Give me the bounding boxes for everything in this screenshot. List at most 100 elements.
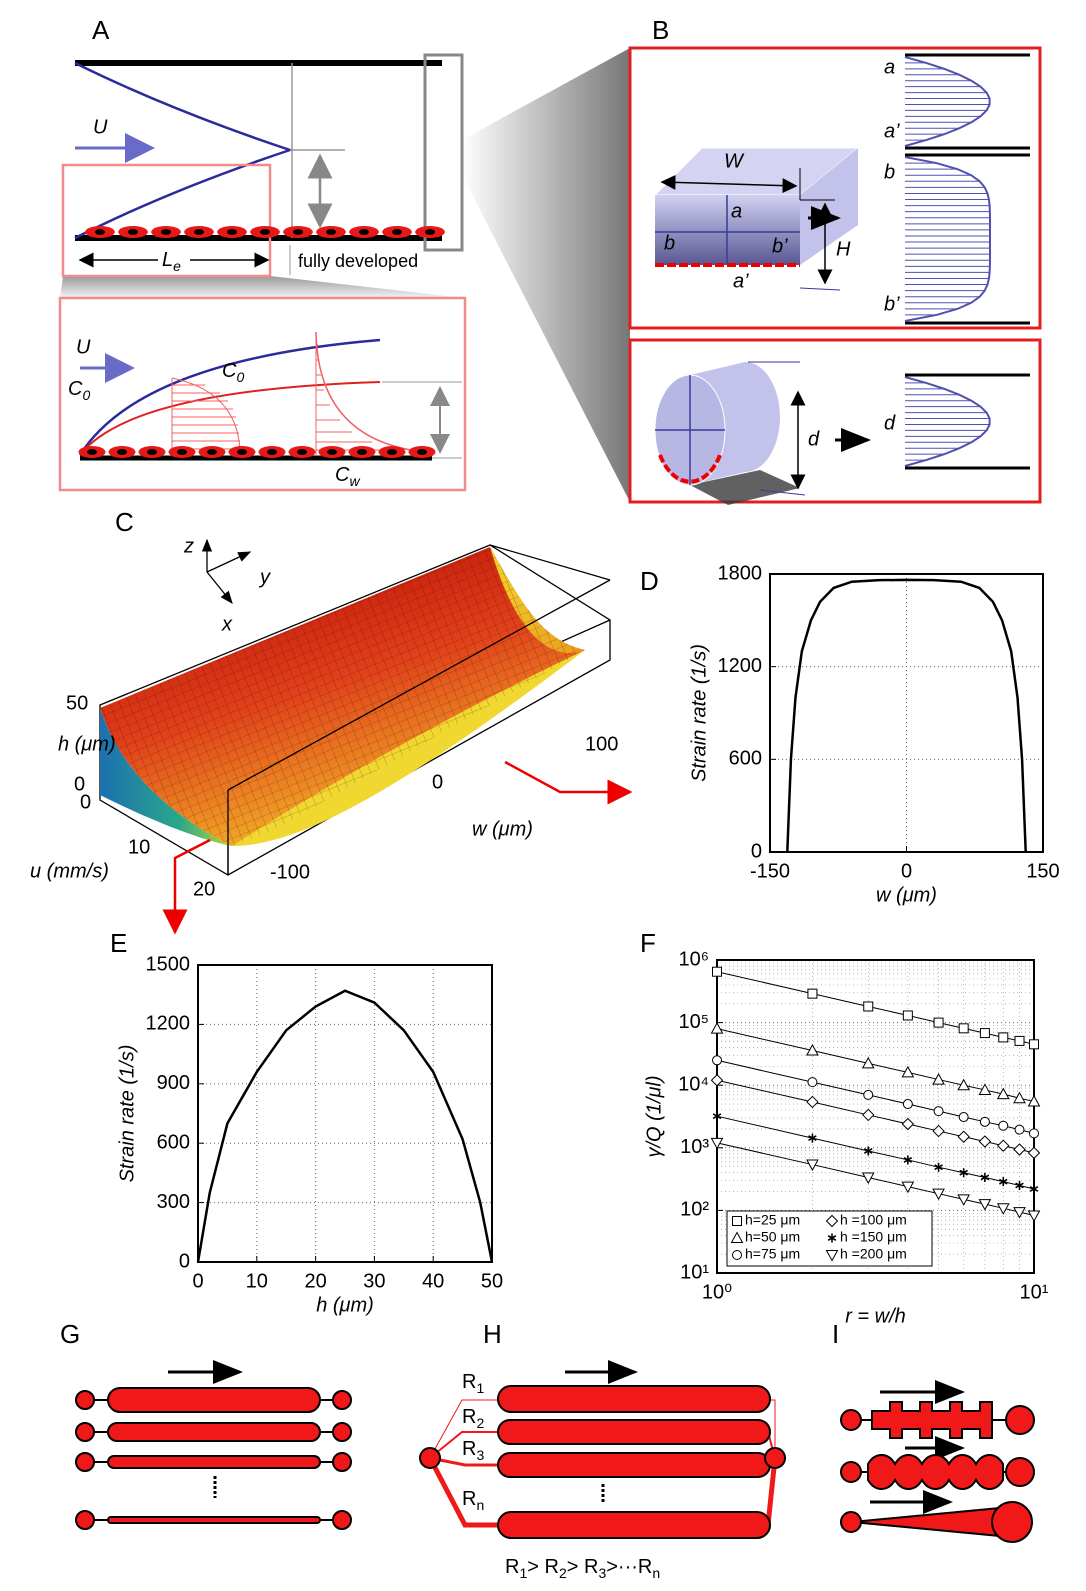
marker xyxy=(712,966,722,977)
panel-b-g xyxy=(905,373,1030,470)
panel-h-g-circle xyxy=(419,1447,441,1469)
panel-label: A B C D E F G H I xyxy=(60,15,839,1349)
panel-g-rect xyxy=(107,1387,321,1413)
y-tick-label: 10¹ xyxy=(680,1261,709,1283)
panel-a-g-path xyxy=(315,332,400,455)
panel-a-g-path xyxy=(171,378,240,455)
plot-area xyxy=(770,574,1043,852)
cell-nucleus xyxy=(357,449,367,455)
y-tick-label: 10² xyxy=(680,1199,709,1221)
label: -100 xyxy=(270,861,310,883)
panel-c-path xyxy=(162,838,211,935)
panel-b-line xyxy=(759,489,806,496)
label: H xyxy=(836,238,851,260)
label: 3 xyxy=(476,1447,484,1463)
legend-label: h =200 μm xyxy=(840,1246,907,1262)
velocity-profile xyxy=(904,376,991,467)
panel-c-g-path xyxy=(206,571,233,605)
cell-nucleus xyxy=(327,449,337,455)
x-tick-label: 30 xyxy=(363,1270,385,1292)
marker xyxy=(997,1139,1010,1152)
panel-a-rect xyxy=(58,296,467,492)
line xyxy=(716,1059,1035,1134)
cell-nucleus xyxy=(293,229,303,235)
panel-a-rect xyxy=(61,163,272,278)
y-tick-label: 300 xyxy=(157,1191,190,1213)
legend-marker xyxy=(732,1216,742,1226)
marker xyxy=(1029,1184,1039,1194)
marker xyxy=(1027,1210,1041,1223)
label: H xyxy=(483,1319,502,1349)
x-tick-label: 0 xyxy=(901,860,912,882)
x-tick-label: 40 xyxy=(422,1270,444,1292)
marker xyxy=(712,1111,722,1121)
label: 2 xyxy=(559,1565,567,1581)
y-tick-label: 1200 xyxy=(146,1013,191,1035)
label: U xyxy=(76,336,91,358)
label: >··· xyxy=(606,1556,638,1578)
y-tick-label: 900 xyxy=(157,1072,190,1094)
marker xyxy=(808,1133,817,1143)
label: R xyxy=(462,1406,476,1428)
panel-g xyxy=(75,1360,352,1530)
panel-h-g-rect xyxy=(497,1452,771,1478)
marker xyxy=(1015,1180,1024,1190)
marker xyxy=(862,1108,875,1122)
x-axis-label: h (μm) xyxy=(316,1294,374,1316)
marker xyxy=(1014,1035,1025,1046)
label: B xyxy=(652,15,669,45)
legend-label: h =150 μm xyxy=(840,1229,907,1245)
label: w xyxy=(349,473,360,489)
cell-nucleus xyxy=(95,229,105,235)
panel-i-circle xyxy=(840,1511,862,1533)
marker xyxy=(901,1181,915,1194)
panel-c: z y x 50 h (μm) 0 0 10 u (mm/s) 20 100 0… xyxy=(30,535,633,935)
y-tick-label: 1200 xyxy=(718,655,763,677)
panel-a-polygon xyxy=(60,276,465,298)
panel-g-circle xyxy=(75,1510,95,1530)
panel-c-path xyxy=(100,708,232,846)
panel-i-path xyxy=(851,1506,1001,1538)
marker xyxy=(863,1146,873,1156)
label: n xyxy=(476,1497,484,1513)
label: fully developed xyxy=(298,251,418,271)
panel-a-path xyxy=(78,338,381,456)
marker xyxy=(998,1032,1009,1043)
marker xyxy=(806,1095,819,1109)
panel-h-path xyxy=(427,1456,778,1528)
legend-label: h=25 μm xyxy=(745,1212,800,1228)
x-tick-label: 10⁰ xyxy=(702,1281,732,1303)
panel-a-rect xyxy=(158,248,190,272)
x-tick-label: 20 xyxy=(304,1270,326,1292)
marker xyxy=(902,1099,913,1110)
label: G xyxy=(60,1319,80,1349)
marker xyxy=(980,1172,990,1182)
x-tick-label: 10 xyxy=(246,1270,268,1292)
cell-nucleus xyxy=(194,229,204,235)
panel-a: U Le fully developed U C0 C0 Cw xyxy=(58,48,630,502)
y-tick-label: 10³ xyxy=(680,1136,709,1158)
label: 100 xyxy=(585,733,618,755)
cell-nucleus xyxy=(237,449,247,455)
y-tick-label: 0 xyxy=(179,1250,190,1272)
marker xyxy=(932,1124,945,1138)
label: E xyxy=(110,928,127,958)
label: b’ xyxy=(772,235,788,257)
y-tick-label: 10⁵ xyxy=(678,1011,709,1033)
marker xyxy=(1027,1146,1041,1160)
y-tick-label: 600 xyxy=(729,748,762,770)
marker xyxy=(712,1055,722,1066)
panel-b-line xyxy=(660,174,798,194)
marker xyxy=(1013,1091,1026,1104)
cell-nucleus xyxy=(147,449,157,455)
label: d xyxy=(808,428,820,450)
cell-nucleus xyxy=(326,229,336,235)
marker xyxy=(806,1043,819,1056)
cell-nucleus xyxy=(417,449,427,455)
panel-i-path xyxy=(867,1454,1004,1490)
y-tick-label: 1500 xyxy=(146,953,191,975)
